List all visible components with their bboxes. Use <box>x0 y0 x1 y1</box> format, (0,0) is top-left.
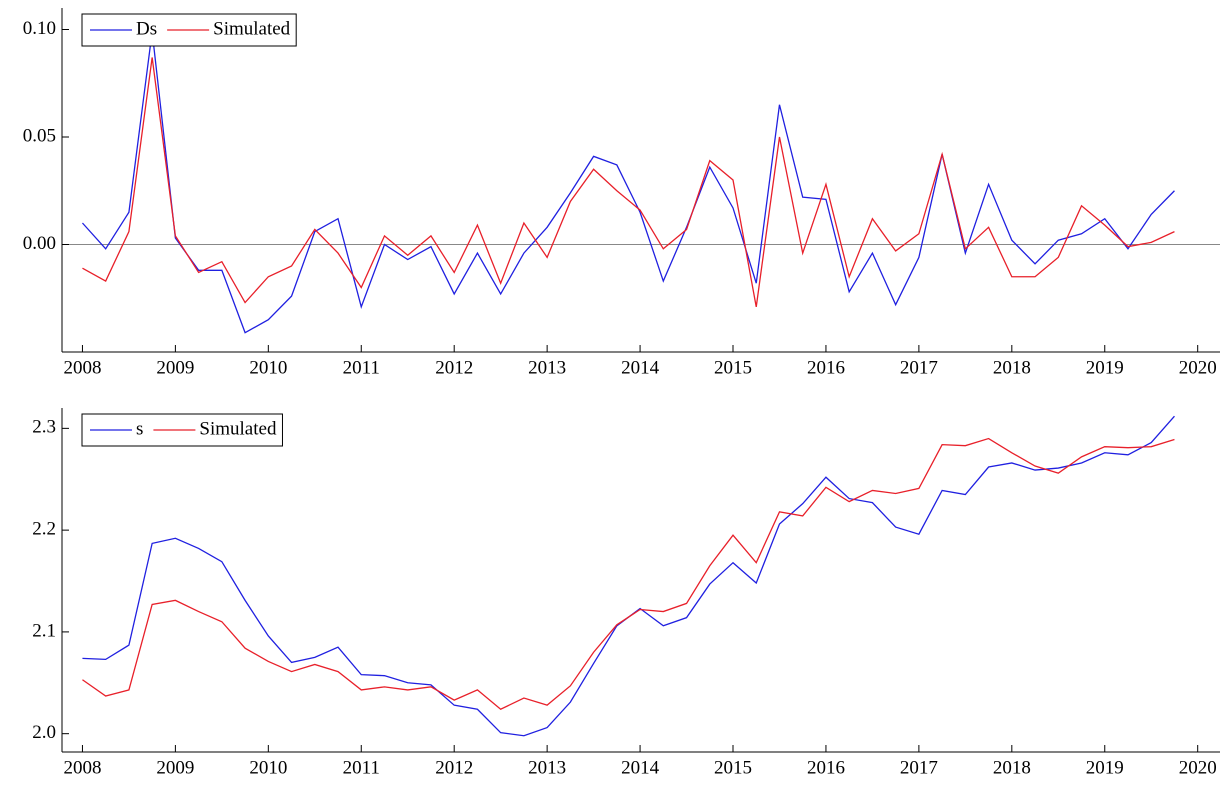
y-tick-label: 2.3 <box>32 417 56 438</box>
legend-label: s <box>136 418 143 439</box>
x-tick-label: 2010 <box>249 357 287 378</box>
x-tick-label: 2016 <box>807 357 845 378</box>
x-tick-label: 2015 <box>714 357 752 378</box>
x-tick-label: 2018 <box>993 357 1031 378</box>
x-tick-label: 2018 <box>993 757 1031 778</box>
x-tick-label: 2012 <box>435 357 473 378</box>
legend-label: Simulated <box>199 418 277 439</box>
legend-label: Simulated <box>213 18 291 39</box>
x-tick-label: 2011 <box>343 357 380 378</box>
x-tick-label: 2009 <box>156 757 194 778</box>
series-line <box>82 437 1175 711</box>
y-tick-label: 2.1 <box>32 620 56 641</box>
x-tick-label: 2008 <box>63 757 101 778</box>
x-tick-label: 2013 <box>528 357 566 378</box>
y-tick-label: 0.00 <box>23 233 56 254</box>
x-tick-label: 2016 <box>807 757 845 778</box>
x-tick-label: 2017 <box>900 757 938 778</box>
x-tick-label: 2008 <box>63 357 101 378</box>
x-tick-label: 2015 <box>714 757 752 778</box>
x-tick-label: 2019 <box>1086 757 1124 778</box>
y-tick-label: 2.0 <box>32 722 56 743</box>
x-tick-label: 2014 <box>621 757 660 778</box>
x-tick-label: 2013 <box>528 757 566 778</box>
series-line <box>82 57 1175 307</box>
y-tick-label: 0.10 <box>23 18 56 39</box>
series-line <box>82 415 1175 737</box>
x-tick-label: 2011 <box>343 757 380 778</box>
x-tick-label: 2020 <box>1179 757 1217 778</box>
x-tick-label: 2010 <box>249 757 287 778</box>
x-tick-label: 2012 <box>435 757 473 778</box>
y-tick-label: 0.05 <box>23 125 56 146</box>
x-tick-label: 2014 <box>621 357 660 378</box>
x-tick-label: 2019 <box>1086 357 1124 378</box>
x-tick-label: 2017 <box>900 357 938 378</box>
x-tick-label: 2020 <box>1179 357 1217 378</box>
x-tick-label: 2009 <box>156 357 194 378</box>
legend-label: Ds <box>136 18 157 39</box>
y-tick-label: 2.2 <box>32 518 56 539</box>
series-line <box>81 31 1175 334</box>
